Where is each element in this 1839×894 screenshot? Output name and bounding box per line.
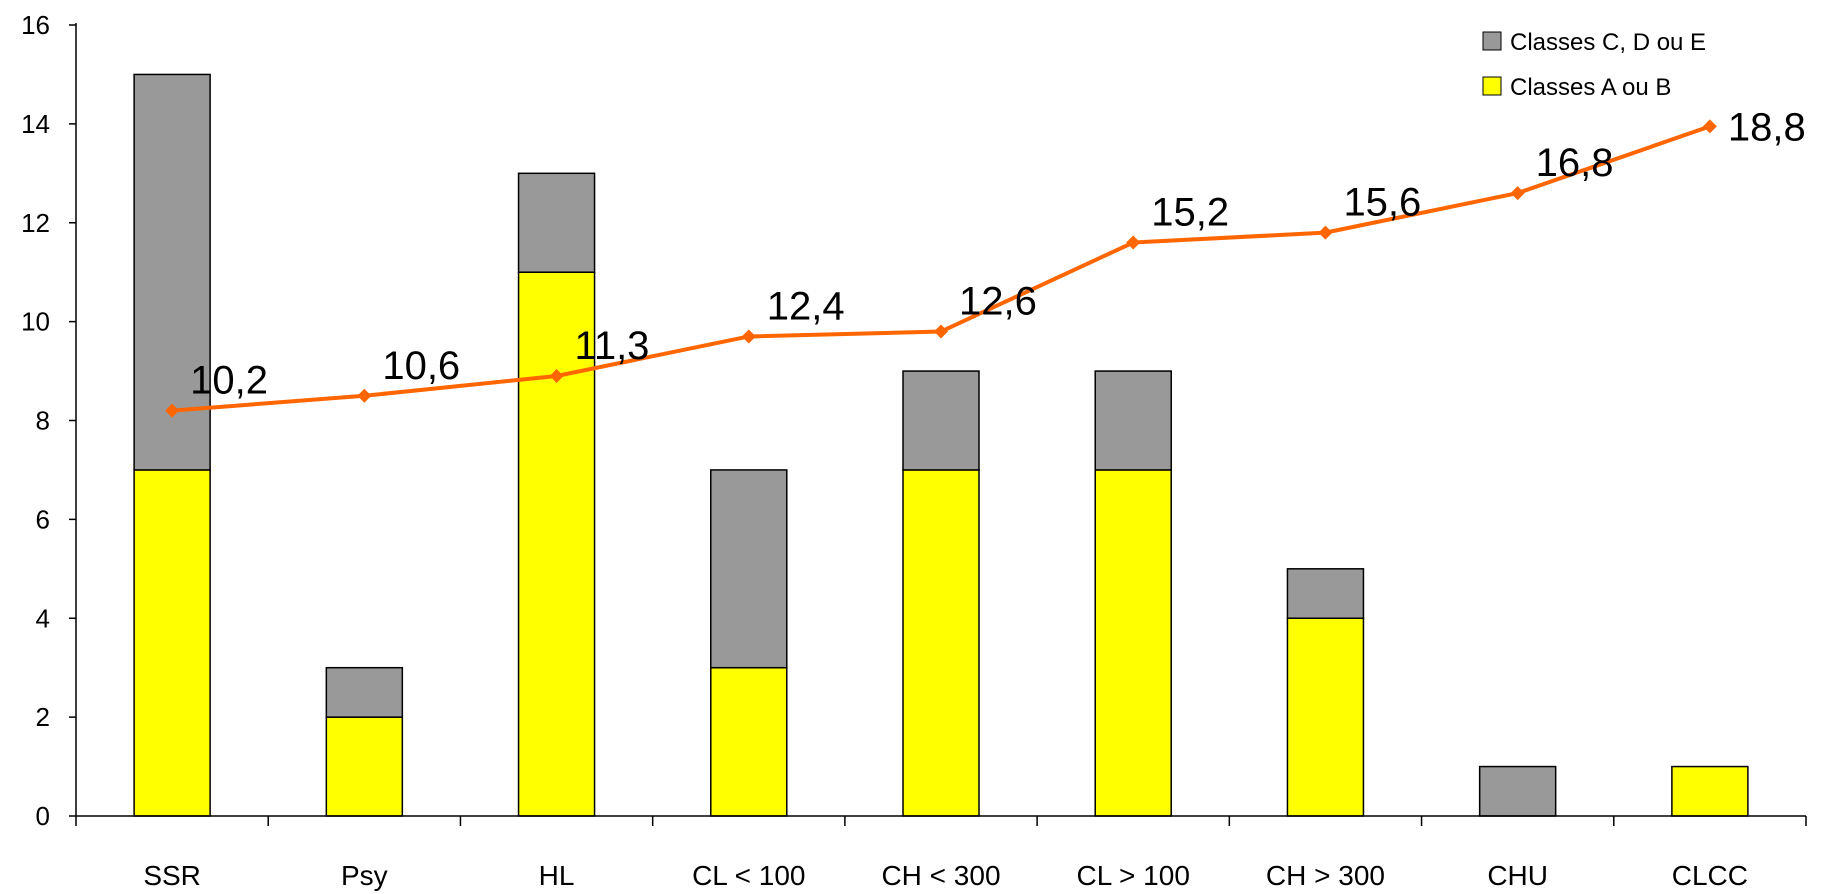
- x-tick-label-chu: CHU: [1487, 860, 1548, 891]
- y-tick-label-2: 2: [36, 702, 50, 732]
- data-label-ssr: 10,2: [190, 359, 268, 403]
- bar-psy-classes-c-d-ou-e: [325, 666, 404, 718]
- axes-layer: 0 2 4 6 8 10 12 14 16 SSR Psy HL CL < 100 CH < 300 CL …: [21, 10, 1807, 891]
- data-label-hl: 11,3: [575, 324, 650, 368]
- bar-cl-100-classes-c-d-ou-e: [710, 469, 788, 669]
- y-tick-label-10: 10: [21, 307, 50, 337]
- data-label-psy: 10,6: [382, 344, 460, 388]
- bar-ch-300-classes-c-d-ou-e: [902, 370, 980, 471]
- data-label-ch-300: 15,6: [1343, 181, 1421, 225]
- legend-swatch-classes-cde: [1482, 31, 1502, 51]
- x-tick-label-hl: HL: [539, 860, 575, 891]
- x-tick-label-psy: Psy: [341, 860, 388, 891]
- line-point-psy: [357, 388, 372, 403]
- bar-ch-300-classes-a-ou-b: [902, 469, 980, 817]
- bars-layer: [133, 73, 1749, 817]
- bar-ch-300-classes-c-d-ou-e: [1286, 568, 1365, 619]
- line-point-ch-300: [1318, 225, 1333, 240]
- bar-ssr-classes-a-ou-b: [133, 469, 211, 817]
- bar-ch-300-classes-a-ou-b: [1286, 617, 1365, 817]
- bar-chu-classes-c-d-ou-e: [1478, 765, 1557, 817]
- y-tick-label-12: 12: [21, 208, 50, 238]
- x-tick-label-ch-300: CH < 300: [881, 860, 1000, 891]
- bar-cl-100-classes-a-ou-b: [1094, 469, 1172, 817]
- bar-cl-100-classes-a-ou-b: [710, 666, 788, 817]
- line-layer: 10,2 10,6 11,3 12,4 12,6 15,2 15,6 16,8 18,8: [165, 105, 1806, 418]
- line-point-cl-100: [1126, 235, 1141, 250]
- data-label-cl-100: 12,4: [767, 284, 845, 328]
- bar-hl-classes-c-d-ou-e: [517, 172, 596, 273]
- x-tick-label-cl-100: CL > 100: [1077, 860, 1190, 891]
- x-tick-label-ssr: SSR: [143, 860, 201, 891]
- y-tick-label-6: 6: [36, 504, 50, 534]
- legend-swatch-classes-ab: [1482, 76, 1502, 96]
- y-tick-label-0: 0: [36, 801, 50, 831]
- bar-cl-100-classes-c-d-ou-e: [1094, 370, 1172, 471]
- legend: Classes C, D ou E Classes A ou B: [1482, 29, 1706, 101]
- y-tick-label-14: 14: [21, 109, 50, 139]
- bar-hl-classes-a-ou-b: [517, 271, 596, 817]
- y-tick-label-8: 8: [36, 406, 50, 436]
- bar-psy-classes-a-ou-b: [325, 716, 404, 817]
- data-label-chu: 16,8: [1536, 141, 1614, 185]
- x-tick-label-cl-100: CL < 100: [692, 860, 805, 891]
- legend-label-classes-cde: Classes C, D ou E: [1510, 29, 1706, 56]
- line-point-chu: [1510, 186, 1525, 201]
- y-tick-label-16: 16: [21, 10, 50, 40]
- line-point-ch-300: [934, 324, 948, 339]
- x-tick-label-ch-300: CH > 300: [1266, 860, 1385, 891]
- data-label-cl-100: 15,2: [1151, 191, 1229, 235]
- line-point-ssr: [165, 403, 180, 418]
- bar-clcc-classes-a-ou-b: [1671, 765, 1749, 817]
- y-tick-label-4: 4: [36, 603, 50, 633]
- line-point-cl-100: [741, 329, 756, 344]
- x-tick-label-clcc: CLCC: [1672, 860, 1748, 891]
- data-label-clcc: 18,8: [1728, 105, 1806, 149]
- line-point-hl: [549, 369, 564, 384]
- legend-label-classes-ab: Classes A ou B: [1510, 74, 1671, 101]
- line-point-clcc: [1702, 119, 1717, 134]
- data-label-ch-300: 12,6: [959, 280, 1037, 324]
